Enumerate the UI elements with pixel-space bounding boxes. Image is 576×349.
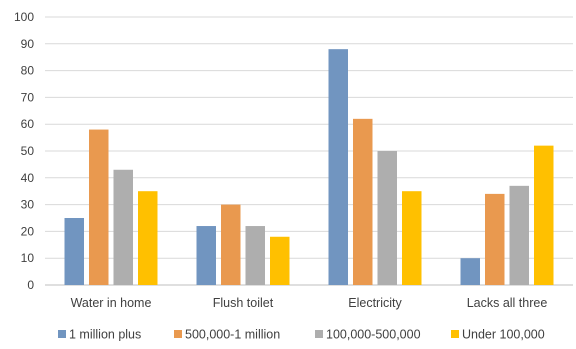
y-tick-label: 30 (21, 198, 35, 212)
y-tick-label: 40 (21, 171, 35, 185)
legend-swatch (315, 330, 323, 338)
legend-swatch (451, 330, 459, 338)
legend-label: 1 million plus (69, 328, 141, 342)
bar (89, 129, 109, 285)
bar (270, 236, 290, 285)
bar (509, 185, 529, 285)
bar (534, 145, 554, 285)
y-tick-label: 70 (21, 90, 35, 104)
y-tick-label: 50 (21, 144, 35, 158)
x-axis-categories: Water in home Flush toilet Electricity Lack… (71, 296, 548, 310)
bar (353, 118, 373, 285)
bar (245, 226, 265, 285)
bar (485, 193, 505, 285)
bar (402, 191, 422, 285)
legend-label: 100,000-500,000 (326, 328, 421, 342)
y-tick-label: 20 (21, 224, 35, 238)
bar (196, 226, 216, 285)
y-axis-ticks: 0 10 20 30 40 50 60 70 80 90 100 (14, 10, 34, 292)
legend: 1 million plus 500,000-1 million 100,000-5… (58, 328, 545, 342)
x-tick-label: Electricity (348, 296, 402, 310)
legend-label: Under 100,000 (462, 328, 545, 342)
y-tick-label: 80 (21, 64, 35, 78)
bar (113, 169, 133, 285)
y-tick-label: 60 (21, 117, 35, 131)
bars (64, 49, 554, 285)
bar (460, 258, 480, 285)
x-tick-label: Water in home (71, 296, 152, 310)
y-tick-label: 100 (14, 10, 34, 24)
x-tick-label: Lacks all three (467, 296, 548, 310)
bar (221, 204, 241, 285)
x-tick-label: Flush toilet (213, 296, 274, 310)
y-tick-label: 90 (21, 37, 35, 51)
bar (377, 151, 397, 285)
bar (64, 218, 84, 285)
bar (138, 191, 158, 285)
bar (328, 49, 348, 285)
legend-label: 500,000-1 million (185, 328, 280, 342)
legend-swatch (58, 330, 66, 338)
y-tick-label: 0 (27, 278, 34, 292)
y-tick-label: 10 (21, 251, 35, 265)
legend-swatch (174, 330, 182, 338)
